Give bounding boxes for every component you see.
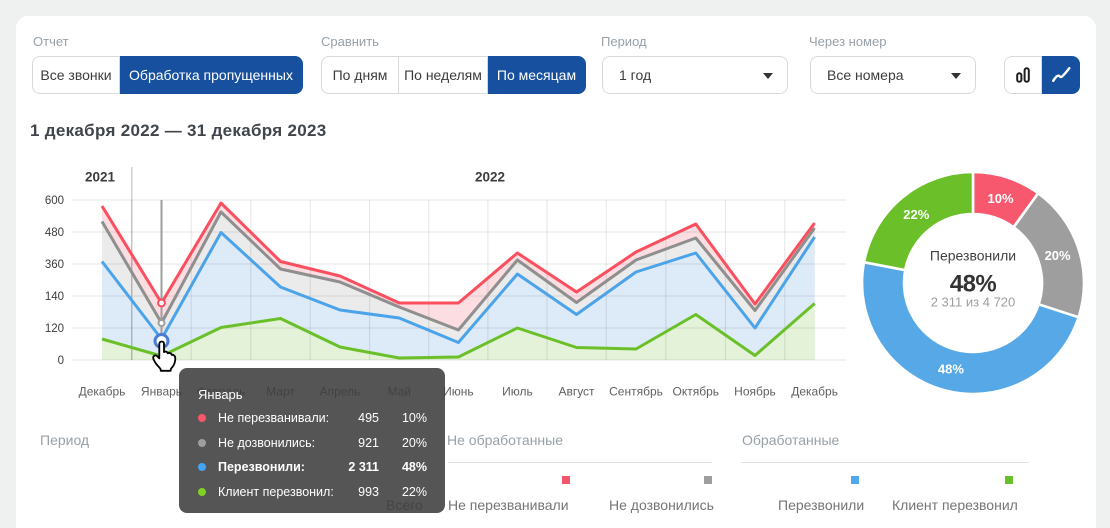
svg-text:120: 120: [45, 323, 64, 335]
svg-text:Ноябрь: Ноябрь: [734, 385, 776, 399]
svg-text:Январь: Январь: [141, 385, 182, 399]
svg-text:48%: 48%: [938, 362, 964, 377]
svg-text:Декабрь: Декабрь: [79, 385, 126, 399]
svg-text:140: 140: [45, 291, 64, 303]
svg-text:0: 0: [58, 355, 64, 367]
svg-text:Сентябрь: Сентябрь: [609, 385, 663, 399]
svg-text:Июнь: Июнь: [443, 385, 474, 399]
svg-text:48%: 48%: [950, 271, 997, 298]
svg-text:2021: 2021: [85, 170, 116, 185]
svg-text:Октябрь: Октябрь: [673, 385, 720, 399]
svg-text:600: 600: [45, 195, 64, 207]
svg-text:2 311 из 4 720: 2 311 из 4 720: [931, 295, 1016, 310]
svg-text:360: 360: [45, 259, 64, 271]
svg-text:480: 480: [45, 227, 64, 239]
svg-text:10%: 10%: [987, 191, 1013, 206]
svg-text:Июль: Июль: [502, 385, 533, 399]
svg-text:20%: 20%: [1045, 248, 1071, 263]
svg-text:Декабрь: Декабрь: [791, 385, 838, 399]
svg-text:2022: 2022: [475, 170, 505, 185]
svg-text:Август: Август: [558, 385, 595, 399]
svg-text:Перезвонили: Перезвонили: [930, 248, 1016, 264]
svg-text:22%: 22%: [903, 207, 929, 222]
